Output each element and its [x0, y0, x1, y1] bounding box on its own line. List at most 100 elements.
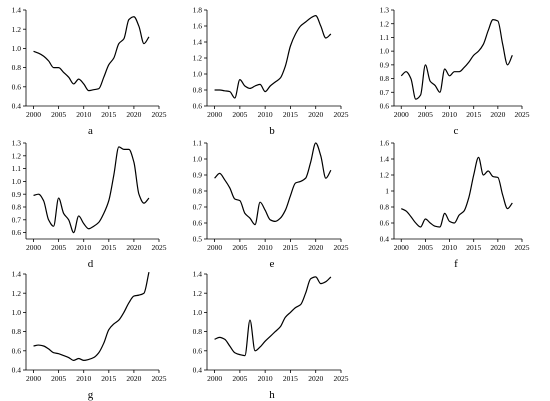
panel-e: 2000 2005 2010 2015 2020 2025 0.5 0.6 0.7 0.8 0.9 1… — [193, 139, 349, 270]
y-tick-label: 0.6 — [380, 102, 390, 111]
x-tick-label: 2005 — [51, 110, 66, 119]
x-tick-label: 2015 — [283, 110, 298, 119]
y-tick-label: 1.2 — [12, 289, 22, 298]
y-tick-label: 1.2 — [193, 289, 203, 298]
x-tick-label: 2005 — [51, 243, 66, 252]
y-tick-label: 1 — [385, 187, 389, 196]
y-tick-label: 1.2 — [380, 19, 390, 28]
y-tick-label: 0.6 — [12, 82, 22, 91]
y-tick-label: 1.2 — [12, 25, 22, 34]
x-tick-label: 2020 — [490, 243, 505, 252]
x-tick-label: 2025 — [515, 243, 530, 252]
x-tick-label: 2005 — [232, 110, 247, 119]
x-tick-label: 2000 — [26, 110, 41, 119]
x-tick-label: 2015 — [101, 110, 116, 119]
series-line-h — [214, 276, 332, 357]
y-tick-label: 1.4 — [193, 270, 203, 279]
y-tick-label: 1.2 — [380, 171, 390, 180]
y-tick-label: 1.6 — [380, 139, 390, 148]
x-tick-label: 2010 — [442, 110, 457, 119]
y-tick-label: 0.5 — [193, 235, 203, 244]
x-tick-label: 2020 — [308, 110, 323, 119]
y-tick-label: 0.6 — [12, 346, 22, 355]
x-tick-label: 2020 — [308, 374, 323, 383]
x-tick-label: 2015 — [101, 243, 116, 252]
x-tick-label: 2010 — [76, 243, 91, 252]
y-tick-label: 1.0 — [12, 177, 22, 186]
y-tick-label: 0.8 — [193, 86, 203, 95]
y-tick-label: 0.9 — [380, 60, 390, 69]
series-line-a — [33, 16, 150, 92]
series-line-f — [400, 156, 513, 228]
y-tick-label: 1.2 — [193, 54, 203, 63]
x-tick-label: 2010 — [258, 374, 273, 383]
x-tick-label: 2020 — [126, 110, 141, 119]
panel-c: 2000 2005 2010 2015 2020 2025 0.6 0.7 0.8 0.9 1.0 1… — [380, 6, 530, 137]
y-tick-label: 0.7 — [380, 88, 390, 97]
y-tick-label: 1.1 — [380, 33, 390, 42]
y-tick-label: 0.4 — [193, 366, 203, 375]
x-tick-label: 2025 — [152, 243, 167, 252]
y-tick-label: 0.6 — [380, 219, 390, 228]
panel-label: e — [270, 258, 275, 270]
x-tick-label: 2010 — [76, 374, 91, 383]
y-tick-label: 0.7 — [12, 215, 22, 224]
panel-label: h — [269, 389, 275, 401]
y-tick-label: 0.4 — [380, 235, 390, 244]
x-tick-label: 2000 — [207, 243, 222, 252]
x-tick-label: 2005 — [418, 110, 433, 119]
x-tick-label: 2000 — [394, 110, 409, 119]
x-tick-label: 2020 — [126, 374, 141, 383]
y-tick-label: 1.0 — [12, 308, 22, 317]
x-tick-label: 2005 — [51, 374, 66, 383]
panel-g: 2000 2005 2010 2015 2020 2025 0.4 0.6 0.8 1.0 1.2 1… — [12, 270, 167, 401]
panel-label: b — [269, 125, 275, 137]
y-tick-label: 0.8 — [12, 327, 22, 336]
y-tick-label: 1.0 — [193, 155, 203, 164]
x-tick-label: 2010 — [442, 243, 457, 252]
x-tick-label: 2025 — [152, 110, 167, 119]
y-tick-label: 0.6 — [193, 102, 203, 111]
y-tick-label: 1.2 — [12, 151, 22, 160]
series-line-b — [214, 14, 332, 99]
x-tick-label: 2000 — [394, 243, 409, 252]
series-line-g — [33, 271, 150, 362]
panel-label: d — [88, 258, 94, 270]
y-tick-label: 0.8 — [193, 327, 203, 336]
series-line-e — [214, 142, 332, 226]
y-tick-label: 0.8 — [380, 203, 390, 212]
y-tick-label: 0.7 — [193, 203, 203, 212]
y-tick-label: 1.1 — [12, 164, 22, 173]
x-tick-label: 2020 — [308, 243, 323, 252]
y-tick-label: 0.6 — [193, 346, 203, 355]
x-tick-label: 2000 — [26, 243, 41, 252]
panel-b: 2000 2005 2010 2015 2020 2025 0.6 0.8 1.0 1.2 1.4 1… — [193, 6, 349, 137]
y-tick-label: 0.8 — [380, 74, 390, 83]
x-tick-label: 2025 — [334, 243, 349, 252]
panel-label: a — [88, 125, 93, 137]
y-tick-label: 1.4 — [12, 270, 22, 279]
y-tick-label: 1.6 — [193, 22, 203, 31]
series-line-d — [33, 146, 150, 234]
y-tick-label: 1.8 — [193, 6, 203, 15]
x-tick-label: 2015 — [283, 243, 298, 252]
y-tick-label: 0.9 — [193, 171, 203, 180]
panel-label: g — [88, 389, 94, 401]
x-tick-label: 2025 — [515, 110, 530, 119]
x-tick-label: 2020 — [126, 243, 141, 252]
panel-h: 2000 2005 2010 2015 2020 2025 0.4 0.6 0.8 1.0 1.2 1… — [193, 270, 349, 401]
x-tick-label: 2015 — [466, 110, 481, 119]
x-tick-label: 2000 — [207, 374, 222, 383]
y-tick-label: 0.8 — [193, 187, 203, 196]
panel-f: 2000 2005 2010 2015 2020 2025 0.4 0.6 0.8 1 1.2 1.4… — [380, 139, 530, 270]
x-tick-label: 2015 — [101, 374, 116, 383]
panel-label: f — [454, 258, 458, 270]
y-tick-label: 1.4 — [193, 38, 203, 47]
y-tick-label: 1.0 — [380, 47, 390, 56]
y-tick-label: 1.3 — [380, 6, 390, 15]
x-tick-label: 2020 — [490, 110, 505, 119]
panel-d: 2000 2005 2010 2015 2020 2025 0.6 0.7 0.8 0.9 1.0 1… — [12, 139, 167, 270]
x-tick-label: 2005 — [418, 243, 433, 252]
x-tick-label: 2025 — [334, 110, 349, 119]
